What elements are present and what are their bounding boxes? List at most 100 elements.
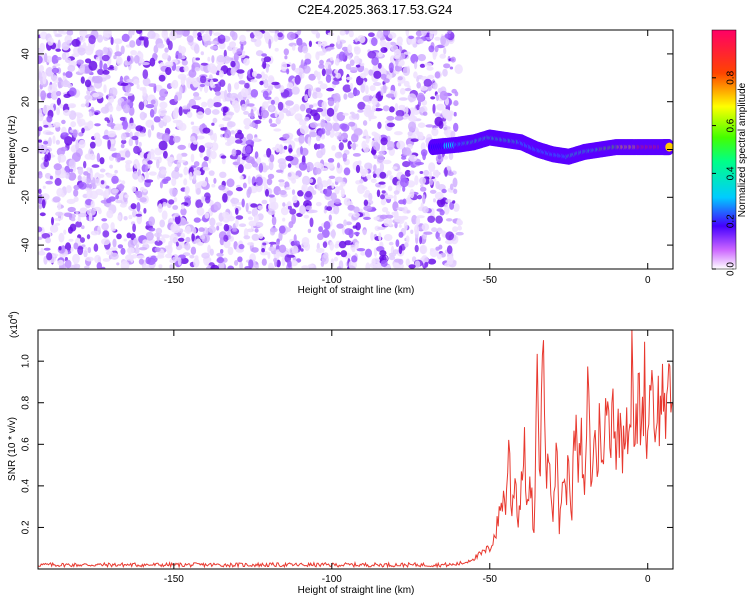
noise-speckle <box>78 212 87 218</box>
noise-speckle <box>296 37 303 46</box>
noise-speckle <box>218 124 225 128</box>
noise-speckle <box>109 114 113 124</box>
noise-speckle <box>66 198 76 205</box>
noise-speckle <box>193 81 198 87</box>
noise-speckle <box>377 121 382 129</box>
noise-speckle <box>318 63 325 69</box>
noise-speckle <box>301 265 309 269</box>
noise-speckle <box>75 142 80 151</box>
noise-speckle <box>70 247 74 252</box>
noise-speckle <box>426 66 434 71</box>
noise-speckle <box>354 37 358 43</box>
noise-speckle <box>156 43 165 49</box>
noise-speckle <box>94 254 102 264</box>
noise-speckle <box>377 51 384 58</box>
noise-speckle <box>443 205 450 215</box>
noise-speckle <box>342 112 349 116</box>
noise-speckle <box>43 247 51 251</box>
noise-speckle <box>94 178 101 186</box>
noise-speckle <box>317 233 324 241</box>
noise-speckle <box>138 247 148 251</box>
noise-speckle <box>268 262 274 269</box>
noise-speckle <box>278 244 287 253</box>
noise-speckle <box>378 181 386 185</box>
noise-speckle <box>385 93 395 98</box>
noise-speckle <box>99 168 106 173</box>
noise-speckle <box>237 129 243 135</box>
noise-speckle <box>353 89 360 96</box>
noise-speckle <box>408 35 414 40</box>
noise-speckle <box>213 132 217 143</box>
noise-speckle <box>66 30 74 36</box>
noise-speckle <box>145 164 149 173</box>
noise-speckle <box>124 92 133 97</box>
noise-speckle <box>369 95 373 101</box>
noise-speckle <box>210 45 219 50</box>
noise-speckle <box>204 212 210 219</box>
noise-speckle <box>186 111 193 118</box>
noise-speckle <box>424 62 433 67</box>
noise-speckle <box>316 135 321 142</box>
noise-speckle <box>212 117 218 124</box>
noise-speckle <box>185 225 191 235</box>
noise-speckle <box>190 246 197 255</box>
noise-speckle <box>133 55 140 64</box>
noise-speckle <box>196 135 205 140</box>
noise-speckle <box>321 167 329 171</box>
noise-speckle <box>439 209 445 216</box>
noise-speckle <box>278 225 286 234</box>
noise-speckle <box>228 41 236 48</box>
noise-speckle <box>363 144 370 153</box>
noise-speckle <box>328 214 332 221</box>
noise-speckle <box>97 34 103 43</box>
noise-speckle <box>145 171 149 180</box>
noise-speckle <box>284 55 288 60</box>
noise-speckle <box>353 40 361 45</box>
noise-speckle <box>402 216 409 220</box>
noise-speckle <box>438 120 444 129</box>
noise-speckle <box>294 74 301 85</box>
snr-y-tick-label-0: 0.2 <box>21 520 32 534</box>
noise-speckle <box>429 189 437 194</box>
noise-speckle <box>169 233 179 243</box>
noise-speckle <box>347 44 353 54</box>
noise-speckle <box>45 67 54 77</box>
noise-speckle <box>178 86 183 96</box>
noise-speckle <box>288 148 293 153</box>
noise-speckle <box>115 194 119 200</box>
noise-speckle <box>137 175 145 183</box>
noise-speckle <box>277 101 284 111</box>
noise-speckle <box>365 262 371 269</box>
noise-speckle <box>201 123 206 129</box>
noise-speckle <box>131 186 137 192</box>
noise-speckle <box>192 227 197 235</box>
noise-speckle <box>371 104 376 113</box>
noise-speckle <box>437 155 442 160</box>
noise-speckle <box>120 82 129 87</box>
noise-speckle <box>53 63 61 67</box>
noise-speckle <box>216 225 220 231</box>
noise-speckle <box>320 119 326 128</box>
noise-speckle <box>109 147 117 152</box>
noise-speckle <box>163 150 168 159</box>
noise-speckle <box>117 244 124 249</box>
noise-speckle <box>263 78 269 89</box>
noise-speckle <box>157 203 163 213</box>
noise-speckle <box>338 51 346 61</box>
noise-speckle <box>204 142 213 149</box>
noise-speckle <box>240 87 249 98</box>
noise-speckle <box>130 254 134 263</box>
noise-speckle <box>80 207 88 212</box>
noise-speckle <box>166 244 173 255</box>
noise-speckle <box>307 87 312 98</box>
noise-speckle <box>353 55 360 64</box>
chart-title: C2E4.2025.363.17.53.G24 <box>297 2 453 17</box>
noise-speckle <box>301 183 308 193</box>
noise-speckle <box>126 247 135 254</box>
noise-speckle <box>251 233 260 241</box>
noise-speckle <box>238 243 245 250</box>
noise-speckle <box>429 179 433 186</box>
noise-speckle <box>394 115 404 121</box>
noise-speckle <box>116 262 120 266</box>
noise-speckle <box>268 38 272 49</box>
